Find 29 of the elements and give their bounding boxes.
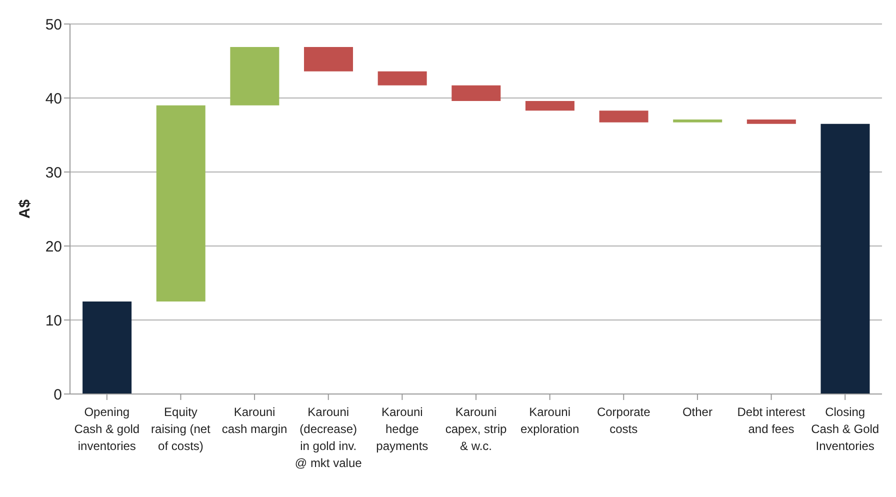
x-tick-label: Corporate costs bbox=[596, 405, 651, 436]
x-tick-label: Equity raising (net of costs) bbox=[151, 405, 212, 453]
y-tick-label: 0 bbox=[54, 386, 62, 404]
x-tick-label: Karouni cash margin bbox=[222, 405, 288, 436]
x-tick-label: Closing Cash & Gold Inventories bbox=[811, 405, 880, 453]
y-tick-label: 20 bbox=[45, 238, 62, 256]
y-tick-label: 40 bbox=[45, 90, 62, 108]
y-axis-title: A$ bbox=[16, 198, 34, 219]
x-tick-label: Karouni (decrease) in gold inv. @ mkt value bbox=[294, 405, 362, 470]
y-tick-label: 10 bbox=[45, 312, 62, 330]
x-tick-label: Debt interest and fees bbox=[737, 405, 806, 436]
x-tick-label: Opening Cash & gold inventories bbox=[74, 405, 140, 453]
x-tick-label: Karouni exploration bbox=[520, 405, 580, 436]
y-tick-label: 30 bbox=[45, 164, 62, 182]
bar bbox=[599, 110, 648, 122]
bar bbox=[673, 119, 722, 122]
bar bbox=[525, 100, 574, 111]
bar bbox=[304, 46, 354, 72]
bar bbox=[820, 124, 870, 394]
bar bbox=[230, 46, 280, 106]
bar bbox=[156, 105, 206, 302]
x-tick-label: Karouni hedge payments bbox=[376, 405, 428, 453]
bar bbox=[452, 85, 501, 101]
bar bbox=[746, 119, 796, 124]
y-tick-label: 50 bbox=[45, 16, 62, 34]
bar bbox=[378, 71, 427, 86]
bar bbox=[82, 302, 132, 394]
x-tick-label: Karouni capex, strip & w.c. bbox=[445, 405, 508, 453]
x-tick-label: Other bbox=[682, 405, 712, 419]
